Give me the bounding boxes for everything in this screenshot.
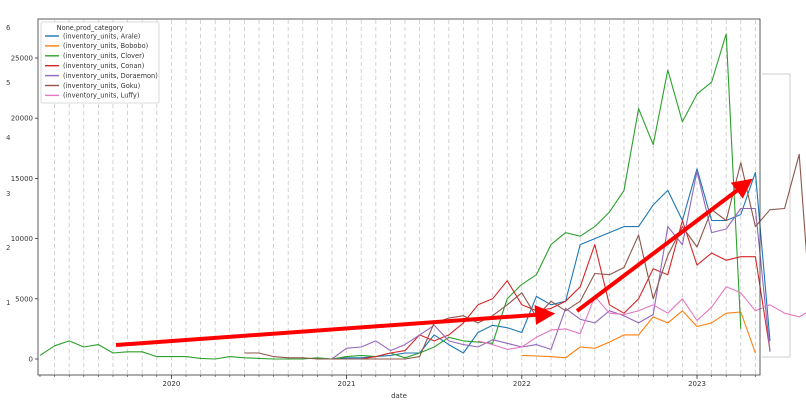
y-axis: 0 5000 10000 15000 20000 25000	[11, 55, 38, 364]
legend-entry: (inventory_units, Doraemon)	[63, 72, 158, 80]
truncated-axis-label: 3	[6, 190, 10, 198]
y-tick-label: 25000	[11, 55, 33, 63]
series-line	[477, 286, 806, 350]
y-tick-label: 15000	[11, 175, 33, 183]
legend-entry: (inventory_units, Goku)	[63, 82, 140, 90]
red-arrow-annotation	[575, 178, 753, 313]
x-tick-label: 2020	[162, 380, 180, 388]
legend: None,prod_category(inventory_units, Aral…	[40, 21, 160, 104]
series-line	[244, 153, 806, 360]
x-tick-label: 2023	[688, 380, 706, 388]
x-axis: 2020 2021 2022 2023	[39, 375, 756, 388]
background-panel-outline	[762, 73, 791, 358]
truncated-axis-label: 5	[6, 79, 10, 87]
y-tick-label: 0	[29, 356, 33, 364]
legend-entry: (inventory_units, Luffy)	[63, 92, 139, 100]
y-tick-label: 5000	[15, 295, 33, 303]
legend-entry: (inventory_units, Arale)	[63, 32, 140, 40]
plot-frame	[37, 18, 761, 376]
y-tick-label: 20000	[11, 115, 33, 123]
truncated-left-labels: 6 5 4 3 2 1	[6, 24, 11, 307]
legend-entry: (inventory_units, Clover)	[63, 52, 144, 60]
truncated-axis-label: 2	[6, 244, 10, 252]
red-arrow-annotation	[115, 304, 556, 347]
y-tick-label: 10000	[11, 235, 33, 243]
series-line	[331, 168, 771, 360]
legend-title: None,prod_category	[57, 24, 124, 32]
truncated-axis-label: 4	[6, 134, 11, 142]
truncated-axis-label: 1	[6, 299, 10, 307]
legend-box	[40, 21, 160, 104]
x-tick-label: 2021	[338, 380, 356, 388]
x-tick-label: 2022	[513, 380, 531, 388]
series-line	[331, 170, 771, 360]
legend-entry: (inventory_units, Bobobo)	[63, 42, 148, 50]
series-line	[346, 219, 771, 360]
x-axis-label: date	[391, 392, 407, 400]
annotation-arrows	[115, 178, 753, 347]
truncated-axis-label: 6	[6, 24, 11, 32]
series-line	[521, 310, 756, 359]
series-lines	[39, 33, 806, 360]
legend-entry: (inventory_units, Conan)	[63, 62, 144, 70]
